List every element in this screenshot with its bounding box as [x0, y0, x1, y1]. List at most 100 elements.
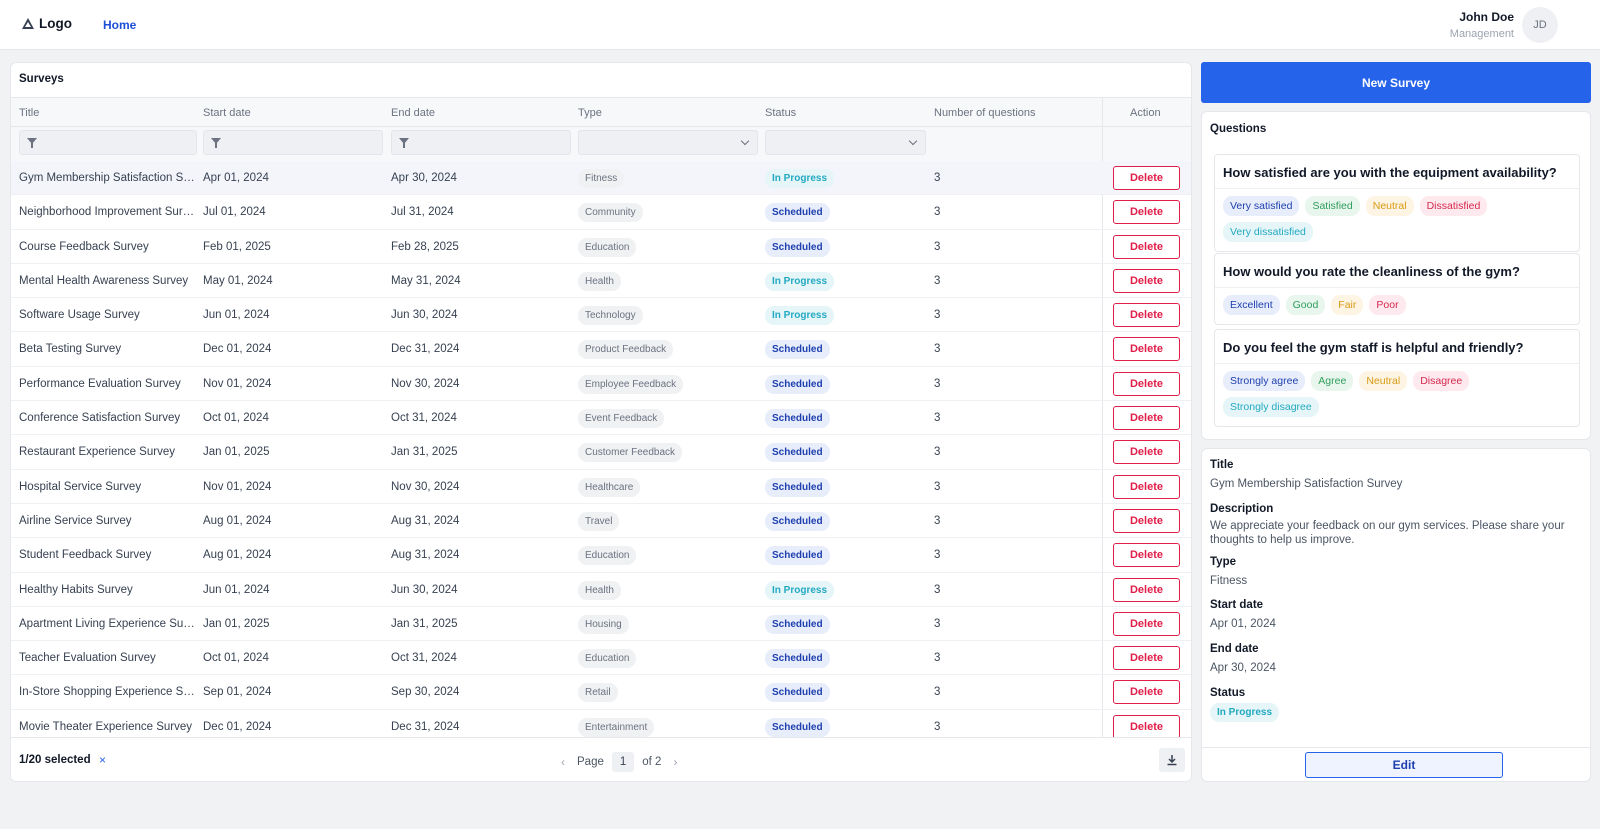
- type-badge: Education: [578, 237, 637, 257]
- answer-option-chip: Agree: [1311, 371, 1354, 391]
- table-row[interactable]: Gym Membership Satisfaction Survey Apr 01…: [11, 161, 1191, 196]
- delete-button[interactable]: Delete: [1113, 611, 1180, 636]
- question-text: How satisfied are you with the equipment…: [1215, 155, 1579, 189]
- download-button[interactable]: [1159, 748, 1185, 772]
- status-badge: Scheduled: [765, 409, 830, 429]
- column-header-status[interactable]: Status: [765, 107, 797, 119]
- avatar[interactable]: JD: [1522, 7, 1558, 43]
- answer-option-chip: Dissatisfied: [1419, 196, 1488, 216]
- row-end-date: Sep 30, 2024: [391, 686, 460, 699]
- answer-option-chip: Fair: [1331, 295, 1364, 315]
- type-badge: Health: [578, 271, 621, 291]
- type-badge: Education: [578, 649, 637, 669]
- delete-button[interactable]: Delete: [1113, 337, 1180, 362]
- table-row[interactable]: Hospital Service Survey Nov 01, 2024 Nov 3…: [11, 470, 1191, 504]
- column-header-questions[interactable]: Number of questions: [934, 107, 1036, 119]
- status-badge: Scheduled: [765, 340, 830, 360]
- table-row[interactable]: Course Feedback Survey Feb 01, 2025 Feb 28…: [11, 230, 1191, 264]
- table-row[interactable]: Student Feedback Survey Aug 01, 2024 Aug 3…: [11, 538, 1191, 573]
- delete-button[interactable]: Delete: [1113, 714, 1180, 739]
- table-row[interactable]: Neighborhood Improvement Survey Jul 01, 2…: [11, 195, 1191, 230]
- table-row[interactable]: Movie Theater Experience Survey Dec 01, 2…: [11, 710, 1191, 745]
- next-page-icon[interactable]: ›: [673, 755, 678, 769]
- new-survey-button[interactable]: New Survey: [1201, 62, 1591, 103]
- start-date-filter-input[interactable]: [203, 130, 383, 155]
- row-title: Airline Service Survey: [19, 514, 132, 527]
- table-row[interactable]: Restaurant Experience Survey Jan 01, 2025…: [11, 435, 1191, 470]
- delete-button[interactable]: Delete: [1113, 508, 1180, 533]
- row-title: Software Usage Survey: [19, 309, 140, 322]
- row-end-date: Nov 30, 2024: [391, 377, 460, 390]
- end-date-filter-input[interactable]: [391, 130, 571, 155]
- title-filter-input[interactable]: [19, 130, 197, 155]
- clear-selection-icon[interactable]: ×: [99, 753, 107, 767]
- logo[interactable]: Logo: [22, 16, 72, 31]
- type-badge: Healthcare: [578, 477, 641, 497]
- row-end-date: Jun 30, 2024: [391, 309, 458, 322]
- prev-page-icon[interactable]: ‹: [561, 755, 565, 769]
- row-question-count: 3: [934, 480, 941, 493]
- delete-button[interactable]: Delete: [1113, 234, 1180, 259]
- delete-button[interactable]: Delete: [1113, 543, 1180, 568]
- table-row[interactable]: Performance Evaluation Survey Nov 01, 202…: [11, 367, 1191, 402]
- delete-button[interactable]: Delete: [1113, 577, 1180, 602]
- row-start-date: Feb 01, 2025: [203, 240, 271, 253]
- type-filter-select[interactable]: [578, 130, 758, 155]
- table-row[interactable]: Healthy Habits Survey Jun 01, 2024 Jun 30,…: [11, 573, 1191, 607]
- delete-button[interactable]: Delete: [1113, 440, 1180, 465]
- question-card[interactable]: How would you rate the cleanliness of th…: [1214, 253, 1580, 325]
- type-badge: Fitness: [578, 169, 625, 188]
- question-card[interactable]: Do you feel the gym staff is helpful and…: [1214, 329, 1580, 427]
- row-question-count: 3: [934, 583, 941, 596]
- table-row[interactable]: Airline Service Survey Aug 01, 2024 Aug 31…: [11, 504, 1191, 539]
- table-row[interactable]: Software Usage Survey Jun 01, 2024 Jun 30,…: [11, 298, 1191, 333]
- table-row[interactable]: Beta Testing Survey Dec 01, 2024 Dec 31, 2…: [11, 332, 1191, 367]
- surveys-panel-title: Surveys: [19, 73, 64, 85]
- table-row[interactable]: Conference Satisfaction Survey Oct 01, 20…: [11, 401, 1191, 436]
- row-title: In-Store Shopping Experience Survey: [19, 686, 197, 699]
- table-row[interactable]: In-Store Shopping Experience Survey Sep 0…: [11, 675, 1191, 710]
- row-end-date: Jan 31, 2025: [391, 617, 458, 630]
- delete-button[interactable]: Delete: [1113, 200, 1180, 225]
- logo-text: Logo: [39, 16, 72, 31]
- action-column-divider: [1102, 97, 1103, 737]
- row-title: Teacher Evaluation Survey: [19, 652, 156, 665]
- row-end-date: Dec 31, 2024: [391, 343, 460, 356]
- row-title: Gym Membership Satisfaction Survey: [19, 172, 197, 184]
- table-row[interactable]: Teacher Evaluation Survey Oct 01, 2024 Oct…: [11, 641, 1191, 676]
- column-header-end-date[interactable]: End date: [391, 107, 436, 119]
- question-card[interactable]: How satisfied are you with the equipment…: [1214, 154, 1580, 252]
- row-end-date: Dec 31, 2024: [391, 720, 460, 733]
- row-title: Apartment Living Experience Survey: [19, 617, 197, 630]
- delete-button[interactable]: Delete: [1113, 303, 1180, 328]
- column-header-type[interactable]: Type: [578, 107, 602, 119]
- row-question-count: 3: [934, 240, 941, 253]
- delete-button[interactable]: Delete: [1113, 166, 1180, 190]
- table-row[interactable]: Apartment Living Experience Survey Jan 01…: [11, 607, 1191, 642]
- delete-button[interactable]: Delete: [1113, 406, 1180, 431]
- answer-options: Excellent Good Fair Poor: [1215, 288, 1579, 324]
- row-question-count: 3: [934, 617, 941, 630]
- status-badge: In Progress: [765, 306, 835, 326]
- row-question-count: 3: [934, 206, 941, 219]
- details-title-value: Gym Membership Satisfaction Survey: [1210, 478, 1403, 490]
- page-label: Page: [577, 756, 604, 768]
- page-number-input[interactable]: 1: [611, 752, 635, 772]
- delete-button[interactable]: Delete: [1113, 680, 1180, 705]
- chevron-down-icon: [740, 136, 750, 146]
- delete-button[interactable]: Delete: [1113, 371, 1180, 396]
- row-title: Hospital Service Survey: [19, 480, 142, 493]
- column-header-title[interactable]: Title: [19, 107, 40, 119]
- nav-home-link[interactable]: Home: [103, 18, 137, 32]
- survey-details-panel: Title Gym Membership Satisfaction Survey…: [1201, 448, 1591, 782]
- column-header-start-date[interactable]: Start date: [203, 107, 251, 119]
- edit-button[interactable]: Edit: [1305, 752, 1503, 778]
- delete-button[interactable]: Delete: [1113, 646, 1180, 671]
- answer-options: Very satisfied Satisfied Neutral Dissatisfi…: [1215, 189, 1579, 251]
- delete-button[interactable]: Delete: [1113, 474, 1180, 499]
- delete-button[interactable]: Delete: [1113, 268, 1180, 293]
- status-filter-select[interactable]: [765, 130, 926, 155]
- row-question-count: 3: [934, 446, 941, 459]
- table-row[interactable]: Mental Health Awareness Survey May 01, 20…: [11, 264, 1191, 299]
- details-end-date-value: Apr 30, 2024: [1210, 662, 1276, 674]
